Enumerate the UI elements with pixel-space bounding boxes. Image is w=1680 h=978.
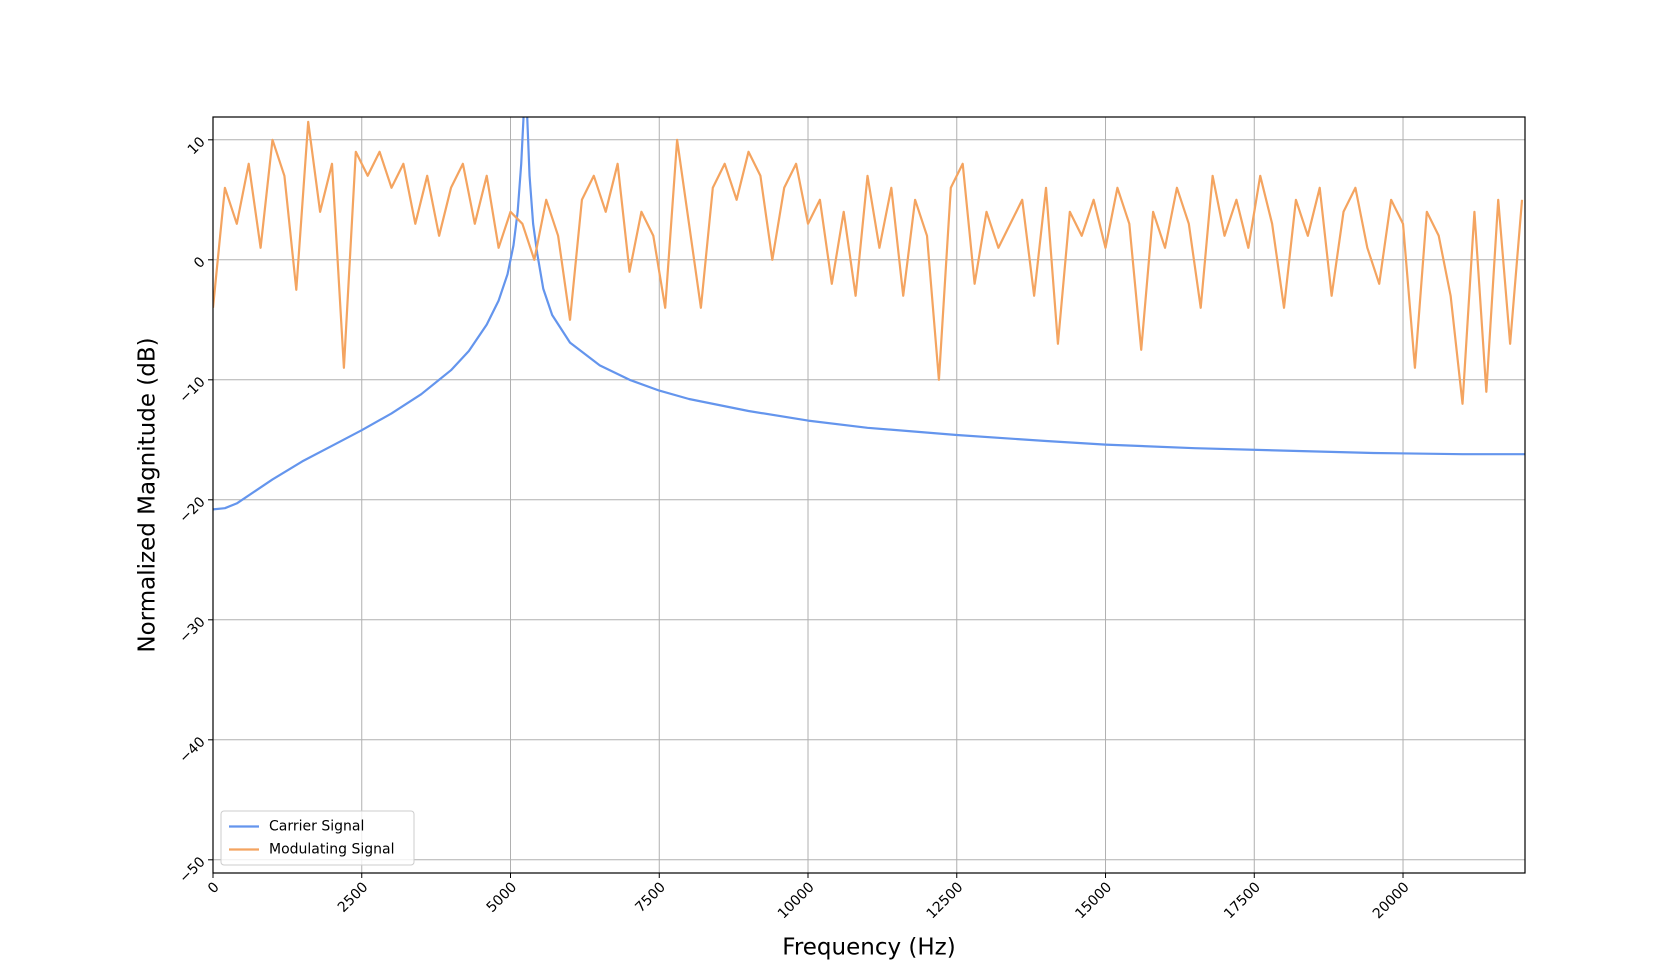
legend-box <box>220 810 415 866</box>
plot-lines <box>213 117 1525 511</box>
legend: Carrier Signal Modulating Signal <box>220 810 415 866</box>
plot-frame <box>212 116 1526 874</box>
y-axis-label: Normalized Magnitude (dB) <box>135 337 161 652</box>
series-line <box>213 117 1525 511</box>
series-line <box>213 120 1524 405</box>
grid <box>212 117 1525 873</box>
x-axis-label: Frequency (Hz) <box>782 935 955 961</box>
legend-label: Modulating Signal <box>269 842 394 858</box>
legend-label: Carrier Signal <box>269 819 364 835</box>
